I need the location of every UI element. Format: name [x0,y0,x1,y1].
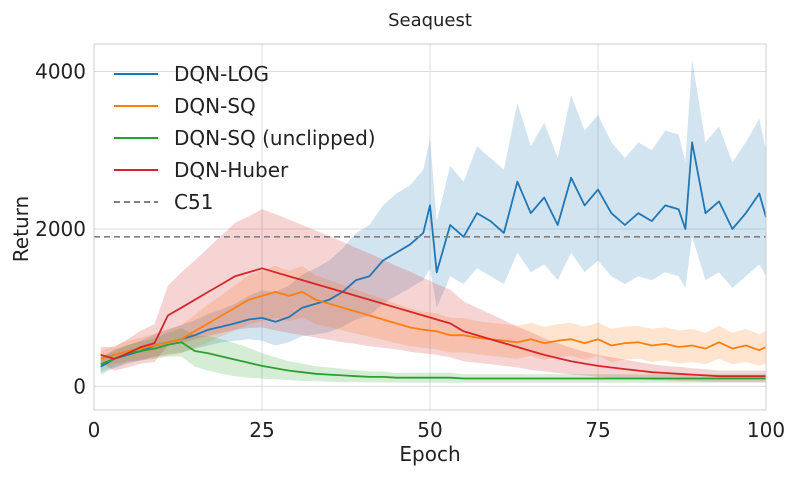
y-tick-label: 4000 [35,60,86,84]
confidence-band [100,209,766,382]
y-tick-label: 2000 [35,217,86,241]
x-tick-label: 75 [585,418,610,442]
confidence-band [100,266,766,367]
x-tick-labels: 0 25 50 75 100 [88,418,785,442]
legend-label: C51 [174,190,213,214]
confidence-bands [100,59,766,383]
series-line [100,267,766,378]
y-axis-label: Return [9,196,33,262]
chart-title: Seaquest [388,10,472,31]
legend: DQN-LOG DQN-SQ DQN-SQ (unclipped) DQN-Huber… [114,62,376,214]
legend-label: DQN-SQ (unclipped) [174,126,376,150]
legend-label: DQN-SQ [174,94,256,118]
series-line [100,290,767,360]
legend-label: DQN-LOG [174,62,269,86]
series-lines [100,141,767,380]
series-line [100,341,766,380]
x-tick-label: 100 [747,418,785,442]
x-tick-label: 0 [88,418,101,442]
plot-frame [93,43,767,411]
confidence-band [100,59,766,375]
y-tick-labels: 0 2000 4000 [35,60,86,399]
legend-label: DQN-Huber [174,158,289,182]
y-tick-label: 0 [73,374,86,398]
x-tick-label: 50 [417,418,442,442]
x-axis-label: Epoch [399,442,460,466]
confidence-band [100,328,766,383]
x-tick-label: 25 [249,418,274,442]
series-line [100,141,767,368]
